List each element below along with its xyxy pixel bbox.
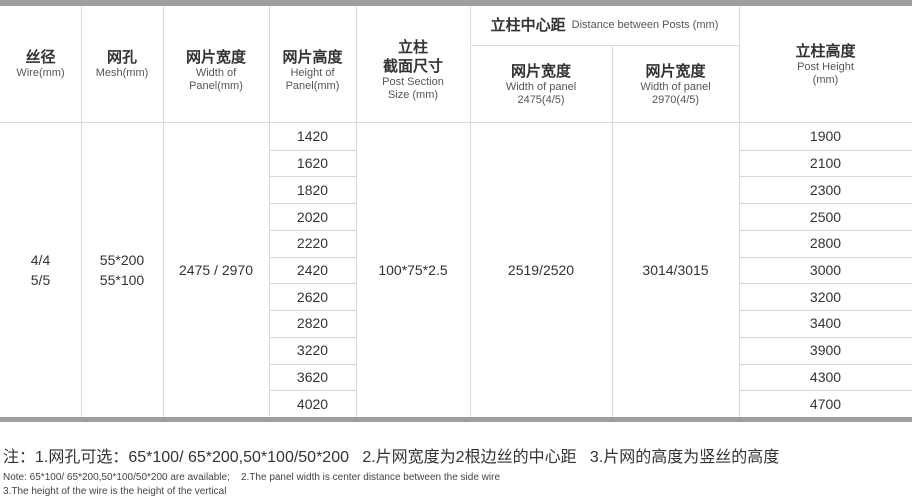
post-height-cell: 4700 bbox=[809, 395, 842, 412]
post-height-cell: 2800 bbox=[809, 235, 842, 252]
header-dist-a-cn: 网片宽度 bbox=[510, 62, 571, 80]
panel-height-cell: 2220 bbox=[296, 235, 329, 252]
header-dist-b-en2: 2970(4/5) bbox=[651, 93, 700, 106]
panel-height-cell: 2820 bbox=[296, 315, 329, 332]
panel-height-cell: 2020 bbox=[296, 208, 329, 225]
mesh-values: 55*200 55*100 bbox=[81, 123, 163, 417]
row-divider bbox=[739, 229, 912, 231]
header-panel-height-en2: Panel(mm) bbox=[285, 79, 340, 92]
header-wire-en: Wire(mm) bbox=[16, 67, 65, 79]
row-divider bbox=[269, 229, 356, 231]
post-height-cell: 1900 bbox=[809, 128, 842, 145]
header-mesh-en: Mesh(mm) bbox=[95, 67, 149, 79]
post-height-cell: 2500 bbox=[809, 208, 842, 225]
row-divider bbox=[269, 203, 356, 205]
header-mesh-cn: 网孔 bbox=[106, 49, 137, 66]
row-divider bbox=[739, 203, 912, 205]
row-divider bbox=[269, 363, 356, 365]
post-section-value: 100*75*2.5 bbox=[378, 262, 448, 278]
top-border bbox=[0, 0, 912, 6]
header-post-height-cn: 立柱高度 bbox=[795, 42, 856, 60]
header-panel-height-en1: Height of bbox=[290, 66, 335, 79]
dist-b-value: 3014/3015 bbox=[642, 262, 709, 278]
row-divider bbox=[739, 390, 912, 392]
note-cn: 注：1.网孔可选：65*100/ 65*200,50*100/50*200 2.… bbox=[3, 449, 780, 466]
header-post-height-en2: (mm) bbox=[812, 73, 839, 86]
post-height-cell: 2100 bbox=[809, 155, 842, 172]
post-height-cell: 4300 bbox=[809, 368, 842, 385]
mesh-value: 55*200 bbox=[99, 252, 145, 268]
row-divider bbox=[739, 149, 912, 151]
post-height-cell: 2300 bbox=[809, 181, 842, 198]
row-divider bbox=[739, 256, 912, 258]
header-panel-width-en2: Panel(mm) bbox=[189, 79, 243, 92]
panel-height-cell: 1420 bbox=[296, 128, 329, 145]
header-panel-height: 网片高度 Height of Panel(mm) bbox=[269, 6, 356, 134]
post-height-cell: 3900 bbox=[809, 342, 842, 359]
header-dist-b-cn: 网片宽度 bbox=[645, 62, 706, 80]
row-divider bbox=[269, 390, 356, 392]
row-divider bbox=[269, 336, 356, 338]
header-dist-b: 网片宽度 Width of panel 2970(4/5) bbox=[612, 46, 739, 122]
bottom-border bbox=[0, 417, 912, 422]
wire-value: 4/4 bbox=[30, 252, 51, 268]
row-divider bbox=[269, 256, 356, 258]
wire-value: 5/5 bbox=[30, 272, 51, 288]
header-distance-cn: 立柱中心距 bbox=[490, 17, 566, 34]
header-dist-a-en1: Width of panel bbox=[505, 80, 577, 93]
header-wire: 丝径 Wire(mm) bbox=[0, 6, 81, 122]
header-distance: 立柱中心距 Distance between Posts (mm) bbox=[470, 6, 739, 45]
header-wire-cn: 丝径 bbox=[25, 49, 56, 66]
panel-height-cell: 3620 bbox=[296, 368, 329, 385]
header-dist-a: 网片宽度 Width of panel 2475(4/5) bbox=[470, 46, 612, 122]
row-divider bbox=[269, 283, 356, 285]
header-post-height: 立柱高度 Post Height (mm) bbox=[739, 6, 912, 122]
panel-height-cell: 4020 bbox=[296, 395, 329, 412]
wire-values: 4/4 5/5 bbox=[0, 123, 81, 417]
header-post-height-en1: Post Height bbox=[797, 60, 854, 73]
row-divider bbox=[739, 310, 912, 312]
panel-height-cell: 2620 bbox=[296, 288, 329, 305]
header-post-section-en2: Size (mm) bbox=[387, 89, 439, 101]
header-panel-width: 网片宽度 Width of Panel(mm) bbox=[163, 6, 269, 134]
note-en-1: Note: 65*100/ 65*200,50*100/50*200 are a… bbox=[3, 472, 501, 483]
header-panel-width-en1: Width of bbox=[195, 66, 237, 79]
row-divider bbox=[739, 176, 912, 178]
row-divider bbox=[739, 283, 912, 285]
header-post-section: 立柱 截面尺寸 Post Section Size (mm) bbox=[356, 6, 470, 134]
post-height-cell: 3400 bbox=[809, 315, 842, 332]
header-dist-b-en1: Width of panel bbox=[640, 80, 711, 93]
header-panel-width-cn: 网片宽度 bbox=[185, 48, 246, 66]
header-post-section-en1: Post Section bbox=[382, 76, 444, 88]
dist-a-value: 2519/2520 bbox=[507, 262, 575, 278]
header-panel-height-cn: 网片高度 bbox=[282, 48, 343, 66]
panel-height-cell: 1820 bbox=[296, 181, 329, 198]
mesh-value: 55*100 bbox=[99, 272, 145, 288]
row-divider bbox=[269, 149, 356, 151]
row-divider bbox=[739, 363, 912, 365]
header-dist-a-en2: 2475(4/5) bbox=[517, 93, 565, 106]
post-height-cell: 3200 bbox=[809, 288, 842, 305]
panel-height-cell: 2420 bbox=[296, 261, 329, 278]
header-distance-en: Distance between Posts (mm) bbox=[571, 19, 719, 31]
panel-height-cell: 3220 bbox=[296, 342, 329, 359]
panel-height-cell: 1620 bbox=[296, 155, 329, 172]
header-mesh: 网孔 Mesh(mm) bbox=[81, 6, 163, 122]
row-divider bbox=[269, 310, 356, 312]
row-divider bbox=[739, 336, 912, 338]
row-divider bbox=[269, 176, 356, 178]
header-post-section-cn1: 立柱 bbox=[397, 39, 428, 56]
panel-width-value: 2475 / 2970 bbox=[179, 262, 253, 278]
post-height-cell: 3000 bbox=[809, 261, 842, 278]
header-post-section-cn2: 截面尺寸 bbox=[382, 58, 443, 75]
note-en-2: 3.The height of the wire is the height o… bbox=[3, 486, 227, 497]
